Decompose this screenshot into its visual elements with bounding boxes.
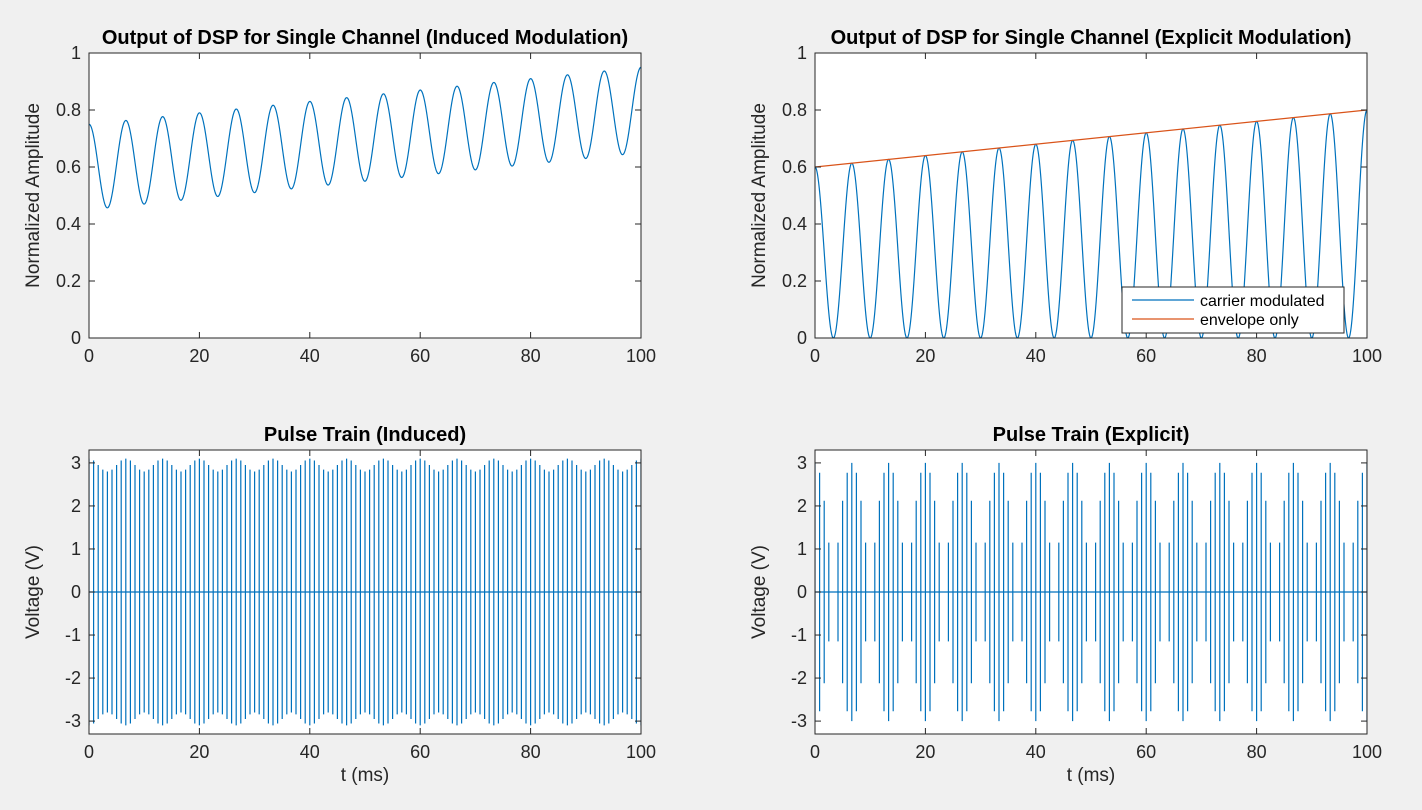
x-tick-label: 0: [810, 346, 820, 366]
plot-area: [89, 458, 641, 726]
y-tick-label: 0.2: [56, 271, 81, 291]
y-axis-label: Voltage (V): [23, 545, 44, 639]
y-tick-label: 2: [71, 496, 81, 516]
x-tick-label: 20: [915, 346, 935, 366]
y-tick-label: 3: [71, 453, 81, 473]
y-axis-label: Normalized Amplitude: [749, 103, 770, 288]
x-tick-label: 20: [189, 346, 209, 366]
axes-frame: [88, 52, 642, 339]
y-tick-label: -3: [791, 711, 807, 731]
y-tick-label: -3: [65, 711, 81, 731]
y-tick-label: 0.6: [56, 157, 81, 177]
x-tick-label: 40: [1026, 742, 1046, 762]
y-tick-label: 0: [71, 582, 81, 602]
chart-2: 0 20 40 60 80 100 0 0.2 0.4 0.6 0.8 1 Output of DSP …: [749, 27, 1382, 366]
y-tick-label: 1: [71, 539, 81, 559]
y-tick-label: 1: [797, 539, 807, 559]
y-tick-label: 0.2: [782, 271, 807, 291]
x-tick-label: 0: [84, 742, 94, 762]
y-axis-label: Normalized Amplitude: [23, 103, 44, 288]
chart-title: Pulse Train (Induced): [264, 424, 466, 446]
y-tick-label: 0: [797, 582, 807, 602]
x-tick-label: 100: [626, 742, 656, 762]
y-tick-label: 0: [71, 328, 81, 348]
x-tick-label: 80: [521, 346, 541, 366]
legend-label: envelope only: [1200, 312, 1299, 329]
chart-title: Pulse Train (Explicit): [993, 424, 1190, 446]
y-tick-label: -2: [65, 668, 81, 688]
x-tick-label: 100: [1352, 346, 1382, 366]
x-tick-label: 20: [189, 742, 209, 762]
x-tick-label: 60: [410, 346, 430, 366]
x-tick-label: 80: [1247, 346, 1267, 366]
y-tick-label: 1: [71, 43, 81, 63]
x-tick-label: 100: [626, 346, 656, 366]
y-tick-label: 0.8: [56, 100, 81, 120]
y-axis-label: Voltage (V): [749, 545, 770, 639]
x-tick-label: 60: [410, 742, 430, 762]
y-tick-label: -2: [791, 668, 807, 688]
x-tick-label: 80: [1247, 742, 1267, 762]
x-tick-label: 20: [915, 742, 935, 762]
legend-box: [1121, 286, 1345, 334]
x-tick-label: 60: [1136, 346, 1156, 366]
chart-1: 0 20 40 60 80 100 0 0.2 0.4 0.6 0.8 1 Output of DSP …: [23, 27, 656, 366]
x-tick-label: 0: [810, 742, 820, 762]
chart-title: Output of DSP for Single Channel (Induce…: [102, 27, 628, 49]
y-tick-label: -1: [65, 625, 81, 645]
x-tick-label: 60: [1136, 742, 1156, 762]
x-axis-label: t (ms): [1067, 765, 1116, 786]
x-tick-label: 40: [300, 346, 320, 366]
chart-4: 0 20 40 60 80 100 -3 -2 -1 0 1 2 3 Pulse Train (Expli…: [749, 424, 1382, 786]
x-tick-label: 40: [300, 742, 320, 762]
legend-label: carrier modulated: [1200, 293, 1325, 310]
x-tick-label: 100: [1352, 742, 1382, 762]
chart-title: Output of DSP for Single Channel (Explic…: [831, 27, 1352, 49]
axes-background: [89, 53, 641, 338]
y-tick-label: 3: [797, 453, 807, 473]
y-tick-label: 2: [797, 496, 807, 516]
plot-area: [89, 66, 641, 209]
x-tick-label: 80: [521, 742, 541, 762]
y-tick-label: -1: [791, 625, 807, 645]
series-pulses: [815, 462, 1367, 722]
series-pulses: [89, 458, 641, 726]
x-tick-label: 0: [84, 346, 94, 366]
y-tick-label: 0.8: [782, 100, 807, 120]
axes-frame: [814, 52, 1368, 339]
y-tick-label: 0.6: [782, 157, 807, 177]
y-tick-label: 0.4: [56, 214, 81, 234]
plot-area: [815, 462, 1367, 722]
x-axis-label: t (ms): [341, 765, 390, 786]
y-tick-label: 1: [797, 43, 807, 63]
series-line-1: [89, 66, 641, 209]
series-line-2: [815, 109, 1367, 168]
chart-3: 0 20 40 60 80 100 -3 -2 -1 0 1 2 3 Pulse Train (Induc…: [23, 424, 656, 786]
y-tick-label: 0: [797, 328, 807, 348]
x-tick-label: 40: [1026, 346, 1046, 366]
legend: carrier modulated envelope only: [1121, 286, 1345, 334]
y-tick-label: 0.4: [782, 214, 807, 234]
